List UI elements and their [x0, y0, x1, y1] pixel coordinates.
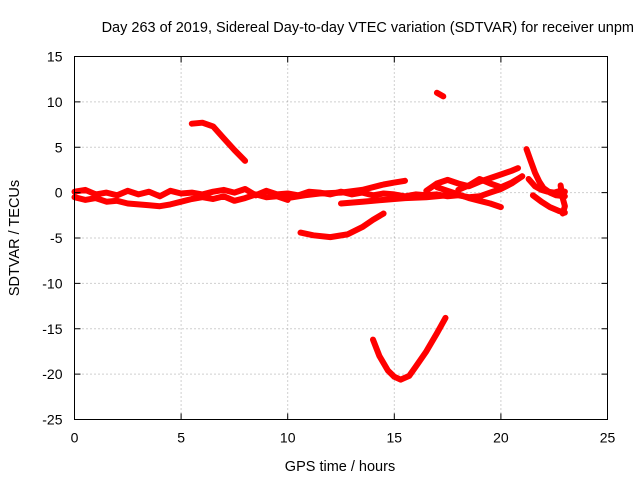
- y-tick-label: 10: [47, 94, 63, 110]
- x-tick-label: 20: [493, 430, 509, 446]
- y-tick-label: -5: [50, 230, 63, 246]
- y-tick-label: 0: [55, 185, 63, 201]
- y-tick-label: -20: [42, 366, 62, 382]
- series-track-loop-right: [455, 173, 526, 193]
- y-tick-label: 15: [47, 49, 63, 65]
- series-track-neg-arc: [297, 210, 387, 241]
- series-track-main-lower: [71, 191, 291, 210]
- x-tick-label: 25: [600, 430, 616, 446]
- series-track-short-high: [433, 89, 447, 100]
- y-tick-label: -15: [42, 321, 62, 337]
- series-track-high-arc: [188, 119, 249, 164]
- y-tick-label: 5: [55, 139, 63, 155]
- y-tick-label: -25: [42, 412, 62, 428]
- x-axis-label: GPS time / hours: [285, 459, 395, 475]
- series-track-end-c: [557, 182, 568, 217]
- chart-title: Day 263 of 2019, Sidereal Day-to-day VTE…: [102, 20, 634, 36]
- tick-labels: 0 5 10 15 20 25 -25 -20 -15 -10 -5 0 5 10 15: [42, 49, 615, 446]
- series-track-dip-mid: [338, 192, 451, 207]
- ticks: [74, 56, 608, 420]
- y-axis-label: SDTVAR / TECUs: [7, 180, 23, 296]
- x-tick-label: 5: [177, 430, 185, 446]
- y-tick-label: -10: [42, 275, 62, 291]
- series-track-right-fall: [433, 184, 504, 211]
- x-tick-label: 15: [387, 430, 403, 446]
- series-layer: [71, 89, 568, 383]
- x-tick-label: 0: [71, 430, 79, 446]
- series-track-rise-mid: [284, 177, 408, 202]
- series-track-deep-dip: [370, 314, 449, 383]
- x-tick-label: 10: [280, 430, 296, 446]
